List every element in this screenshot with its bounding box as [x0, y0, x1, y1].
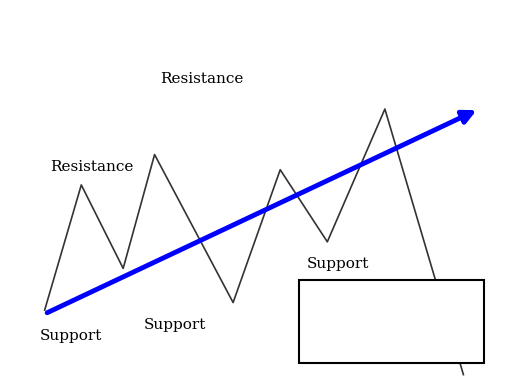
- Text: Upward Trend: Upward Trend: [316, 300, 449, 318]
- Bar: [298, 280, 485, 363]
- Text: Support: Support: [306, 257, 369, 271]
- Text: Resistance: Resistance: [160, 72, 243, 86]
- Text: Support: Support: [40, 329, 102, 343]
- Text: Support: Support: [144, 318, 206, 332]
- Text: Resistance: Resistance: [50, 159, 133, 174]
